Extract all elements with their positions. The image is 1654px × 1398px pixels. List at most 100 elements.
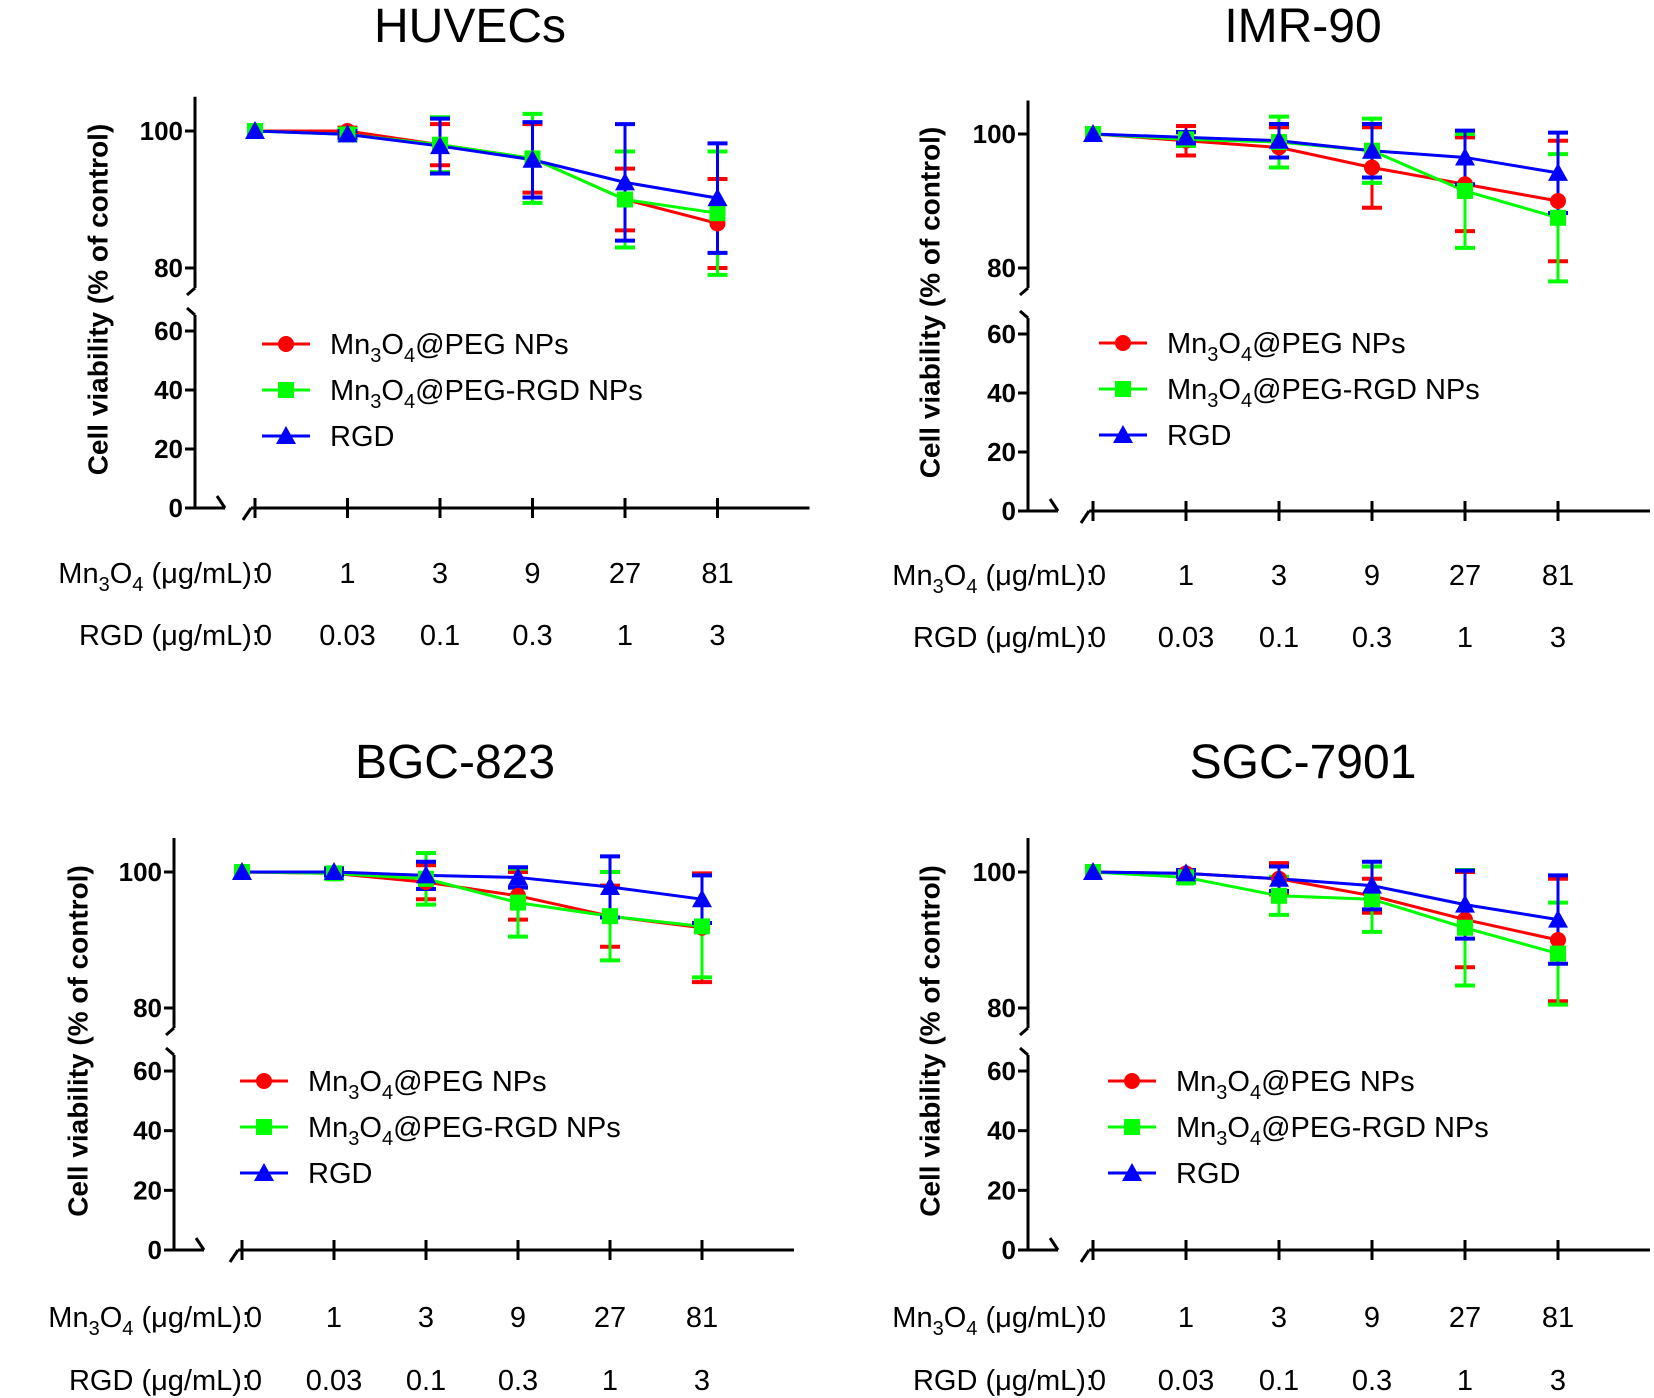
legend-label: Mn3O4@PEG-RGD NPs bbox=[1167, 374, 1480, 412]
legend-marker-circle bbox=[278, 336, 294, 352]
series-line-peg bbox=[255, 129, 718, 225]
legend-marker-circle bbox=[1115, 335, 1131, 351]
legend-marker-triangle bbox=[254, 1163, 274, 1181]
x-tick-label-rgd: 0 bbox=[246, 1365, 262, 1397]
legend-marker-triangle bbox=[1122, 1163, 1142, 1181]
y-axis-break-upper bbox=[186, 286, 196, 297]
x-tick-label-mn3o4: 9 bbox=[1364, 1302, 1380, 1334]
y-axis-break-lower bbox=[1019, 309, 1029, 320]
x-tick-label-mn3o4: 9 bbox=[510, 1302, 526, 1334]
y-tick-label: 40 bbox=[987, 378, 1016, 408]
legend-marker-triangle bbox=[1113, 425, 1133, 443]
legend-label: RGD bbox=[308, 1158, 372, 1190]
data-point-peg-rgd bbox=[1457, 182, 1473, 199]
x-tick-label-mn3o4: 3 bbox=[1271, 1302, 1287, 1334]
x-tick-label-rgd: 0.03 bbox=[1158, 1365, 1214, 1397]
x-tick-label-mn3o4: 3 bbox=[418, 1302, 434, 1334]
x-tick-label-mn3o4: 81 bbox=[701, 558, 733, 590]
y-tick-label: 60 bbox=[133, 1056, 162, 1086]
legend-marker-square bbox=[256, 1119, 272, 1135]
data-point-rgd bbox=[692, 889, 712, 908]
row-label-rgd: RGD (μg/mL): bbox=[913, 1365, 1094, 1397]
series-line-peg bbox=[1092, 132, 1559, 203]
x-axis-break-left bbox=[1048, 498, 1060, 512]
y-axis-break-lower bbox=[1019, 1046, 1029, 1057]
x-tick-label-mn3o4: 1 bbox=[326, 1302, 342, 1334]
row-label-mn3o4: Mn3O4 (μg/mL): bbox=[58, 558, 260, 596]
data-point-rgd bbox=[1548, 909, 1568, 928]
y-axis-label: Cell viability (% of control) bbox=[62, 865, 93, 1217]
x-axis-break-right bbox=[1079, 510, 1091, 524]
data-point-rgd bbox=[508, 867, 528, 886]
y-tick-label: 20 bbox=[987, 437, 1016, 467]
x-tick-label-mn3o4: 3 bbox=[432, 558, 448, 590]
data-point-peg-rgd bbox=[1271, 887, 1287, 904]
x-tick-label-rgd: 3 bbox=[1550, 622, 1566, 654]
chart-title: HUVECs bbox=[374, 0, 566, 53]
y-tick-label: 60 bbox=[154, 316, 183, 346]
legend-marker-circle bbox=[1124, 1073, 1140, 1089]
data-point-rgd bbox=[1176, 863, 1196, 882]
x-axis-break-right bbox=[1079, 1249, 1091, 1263]
y-axis-break-upper bbox=[1019, 286, 1029, 297]
legend-label: RGD bbox=[1167, 420, 1231, 452]
data-point-rgd bbox=[1455, 147, 1475, 166]
x-tick-label-rgd: 0.03 bbox=[306, 1365, 362, 1397]
x-tick-label-rgd: 3 bbox=[709, 620, 725, 652]
y-tick-label: 80 bbox=[154, 253, 183, 283]
data-point-rgd bbox=[324, 862, 344, 880]
row-label-mn3o4: Mn3O4 (μg/mL): bbox=[892, 560, 1094, 598]
data-point-peg-rgd bbox=[617, 191, 633, 208]
data-point-peg bbox=[1364, 159, 1380, 176]
data-point-rgd bbox=[1455, 894, 1475, 913]
data-point-peg-rgd bbox=[1550, 209, 1566, 226]
x-tick-label-mn3o4: 27 bbox=[1449, 1302, 1481, 1334]
legend-label: Mn3O4@PEG NPs bbox=[330, 329, 569, 367]
x-tick-label-mn3o4: 81 bbox=[1542, 560, 1574, 592]
row-label-mn3o4: Mn3O4 (μg/mL): bbox=[48, 1302, 250, 1340]
data-point-rgd bbox=[416, 865, 436, 884]
data-point-rgd bbox=[1362, 140, 1382, 159]
legend-marker-square bbox=[278, 382, 294, 398]
x-tick-label-rgd: 0 bbox=[1090, 622, 1106, 654]
x-tick-label-mn3o4: 3 bbox=[1271, 560, 1287, 592]
x-tick-label-mn3o4: 81 bbox=[1542, 1302, 1574, 1334]
data-point-rgd bbox=[1083, 862, 1103, 880]
data-point-peg bbox=[1550, 932, 1566, 948]
legend-label: Mn3O4@PEG NPs bbox=[308, 1066, 547, 1104]
y-axis-break-lower bbox=[186, 306, 196, 317]
legend-label: Mn3O4@PEG NPs bbox=[1167, 328, 1406, 366]
legend-label: Mn3O4@PEG-RGD NPs bbox=[308, 1112, 621, 1150]
x-tick-label-mn3o4: 1 bbox=[1178, 560, 1194, 592]
series-line-rgd bbox=[242, 870, 703, 901]
legend-label: RGD bbox=[330, 421, 394, 453]
x-axis-break-left bbox=[1048, 1237, 1060, 1251]
x-tick-label-rgd: 0.03 bbox=[1158, 622, 1214, 654]
y-tick-label: 0 bbox=[169, 493, 183, 523]
row-label-mn3o4: Mn3O4 (μg/mL): bbox=[892, 1302, 1094, 1340]
row-label-rgd: RGD (μg/mL): bbox=[913, 622, 1094, 654]
series-line-rgd bbox=[1092, 132, 1559, 175]
y-tick-label: 100 bbox=[973, 857, 1016, 887]
data-point-rgd bbox=[707, 188, 728, 207]
y-tick-label: 0 bbox=[148, 1235, 162, 1265]
x-tick-label-mn3o4: 0 bbox=[1090, 560, 1106, 592]
data-point-peg-rgd bbox=[1550, 945, 1566, 962]
data-point-rgd bbox=[615, 172, 635, 191]
x-tick-label-mn3o4: 1 bbox=[1178, 1302, 1194, 1334]
x-axis-break-left bbox=[194, 1237, 206, 1251]
data-point-rgd bbox=[522, 149, 543, 168]
x-tick-label-mn3o4: 0 bbox=[1090, 1302, 1106, 1334]
data-point-peg-rgd bbox=[1364, 891, 1380, 908]
y-tick-label: 60 bbox=[987, 1056, 1016, 1086]
series-line-rgd bbox=[254, 129, 718, 200]
data-point-rgd bbox=[245, 121, 265, 139]
legend-label: Mn3O4@PEG-RGD NPs bbox=[1176, 1112, 1489, 1150]
x-tick-label-mn3o4: 9 bbox=[1364, 560, 1380, 592]
x-axis-break-left bbox=[215, 495, 227, 509]
data-point-rgd bbox=[1362, 875, 1382, 894]
legend-label: Mn3O4@PEG-RGD NPs bbox=[330, 375, 643, 413]
